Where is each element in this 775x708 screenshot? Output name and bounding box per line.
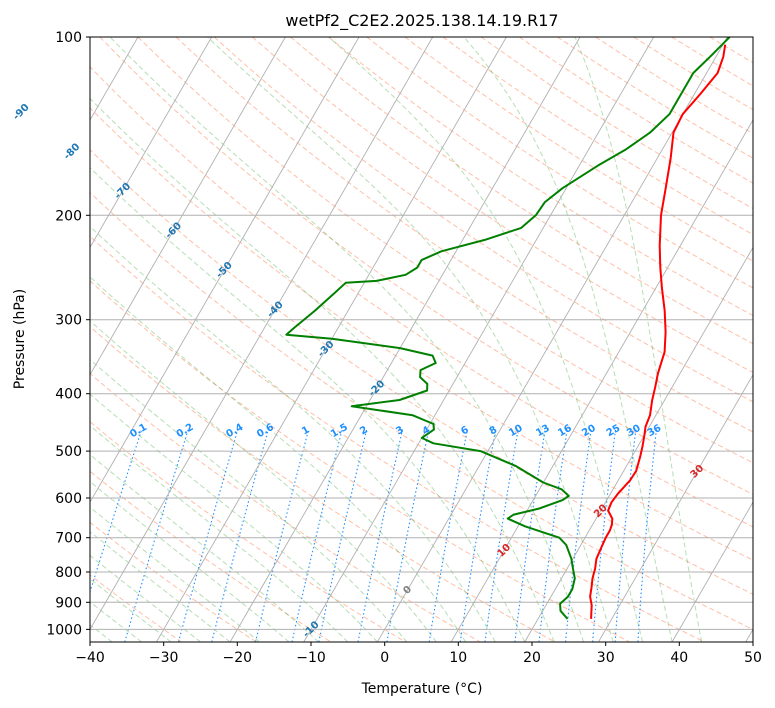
moist-adiabat xyxy=(90,554,201,642)
temperature-line xyxy=(589,44,727,619)
isotherm-line xyxy=(377,37,728,642)
dewpoint-line xyxy=(285,37,731,620)
mixing-ratio-line xyxy=(459,429,497,642)
moist-adiabat xyxy=(90,506,260,642)
dry-adiabat xyxy=(90,326,556,642)
chart-title: wetPf2_C2E2.2025.138.14.19.R17 xyxy=(285,11,558,31)
mixing-ratio-label: 8 xyxy=(488,425,500,438)
mixing-ratio-line xyxy=(565,429,592,642)
y-tick-label: 200 xyxy=(55,208,82,224)
moist-adiabat xyxy=(90,480,290,642)
isotherm-line xyxy=(90,37,286,376)
y-tick-label: 300 xyxy=(55,313,82,329)
dry-adiabat xyxy=(99,37,753,496)
pressure-gridlines xyxy=(90,37,753,630)
x-tick-label: 30 xyxy=(597,650,615,666)
dry-adiabat xyxy=(90,66,753,528)
isotherm-line xyxy=(90,37,360,504)
y-axis: 1000 900 800 700 600 500 400 300 200 100 xyxy=(46,30,90,638)
moist-adiabat xyxy=(90,358,408,642)
moist-adiabat xyxy=(90,97,555,642)
isotherm-line xyxy=(450,119,753,642)
y-tick-label: 500 xyxy=(55,444,82,460)
dry-adiabat xyxy=(90,235,705,642)
moist-adiabat xyxy=(463,37,673,642)
x-tick-label: 0 xyxy=(380,650,389,666)
isotherm-line xyxy=(524,246,753,642)
isotherm-line xyxy=(90,37,213,249)
y-tick-label: 1000 xyxy=(46,622,82,638)
sounding-lines xyxy=(285,37,731,620)
plot-frame xyxy=(89,36,754,643)
moist-adiabat xyxy=(90,578,172,642)
x-axis: −40 −30 −20 −10 0 10 20 30 40 50 xyxy=(75,642,762,666)
mixing-ratio-label: 2 xyxy=(358,425,370,438)
isotherm-line xyxy=(598,373,753,642)
y-tick-label: 900 xyxy=(55,595,82,611)
x-axis-label: Temperature (°C) xyxy=(361,681,483,697)
x-tick-label: −10 xyxy=(296,650,326,666)
dry-adiabat xyxy=(90,107,753,561)
moist-adiabat xyxy=(90,393,378,642)
isotherm-line xyxy=(303,37,655,642)
moist-adiabat xyxy=(207,37,614,642)
x-tick-label: −30 xyxy=(149,650,179,666)
isotherm-line xyxy=(0,37,64,642)
dry-adiabat xyxy=(90,372,481,642)
y-tick-label: 800 xyxy=(55,565,82,581)
moist-adiabat xyxy=(90,531,231,642)
mixing-ratio-label: 3 xyxy=(394,425,406,438)
dry-adiabat xyxy=(252,37,753,373)
dry-adiabat xyxy=(90,149,753,595)
x-tick-label: 10 xyxy=(449,650,467,666)
moist-adiabat xyxy=(90,276,467,642)
dry-adiabat xyxy=(90,574,182,642)
x-tick-label: −20 xyxy=(223,650,253,666)
x-tick-label: −40 xyxy=(75,650,105,666)
dry-adiabat xyxy=(90,191,753,630)
x-tick-label: 40 xyxy=(670,650,688,666)
isotherm-line xyxy=(229,37,581,642)
y-tick-label: 700 xyxy=(55,531,82,547)
mixing-ratio-label: 4 xyxy=(421,425,433,438)
dry-adiabat xyxy=(90,521,257,642)
mixing-ratio-line xyxy=(637,429,657,642)
moist-adiabat xyxy=(90,453,319,642)
mixing-ratio-line xyxy=(428,429,468,642)
isotherm-label: -80 xyxy=(62,142,83,163)
mixing-ratio-label: 6 xyxy=(459,425,471,438)
mixing-ratio-line xyxy=(592,429,617,642)
isotherm-line xyxy=(671,501,753,642)
mixing-ratio-line xyxy=(177,429,239,642)
mixing-ratio-line xyxy=(211,429,269,642)
y-axis-label: Pressure (hPa) xyxy=(12,289,28,389)
isotherm-label: -90 xyxy=(11,102,32,123)
mixing-ratio-line xyxy=(484,429,519,642)
moist-adiabat xyxy=(328,37,644,642)
x-tick-label: 20 xyxy=(523,650,541,666)
moist-adiabat xyxy=(90,225,496,642)
dry-adiabat xyxy=(213,37,753,403)
dry-adiabat xyxy=(290,37,753,345)
mixing-ratio-label: 1 xyxy=(300,425,312,438)
y-tick-label: 600 xyxy=(55,491,82,507)
x-tick-label: 50 xyxy=(744,650,762,666)
mixing-ratio-line xyxy=(90,429,143,594)
mixing-ratio-line xyxy=(124,429,189,642)
isotherm-line xyxy=(90,37,434,631)
moist-adiabat xyxy=(574,37,702,642)
y-tick-label: 400 xyxy=(55,387,82,403)
dry-adiabat xyxy=(90,470,332,642)
y-tick-label: 100 xyxy=(55,30,82,46)
mixing-ratio-line xyxy=(614,429,637,642)
